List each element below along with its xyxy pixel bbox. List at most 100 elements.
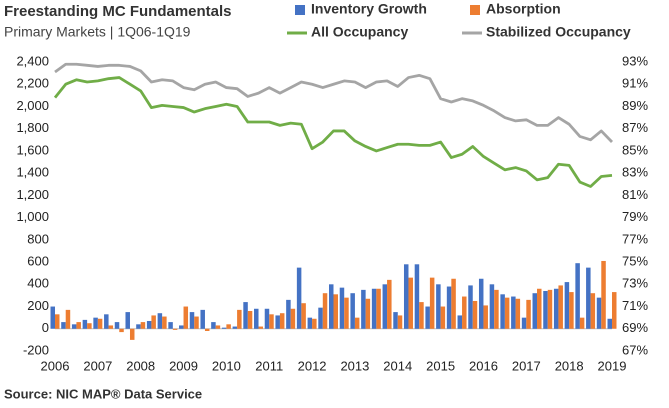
bar — [547, 289, 553, 329]
bar — [269, 314, 274, 329]
bar — [446, 286, 452, 329]
x-tick-label: 2010 — [212, 358, 241, 373]
y-tick-label: 1,400 — [16, 165, 49, 180]
bar — [532, 293, 538, 329]
y-tick-label: 1,800 — [16, 120, 49, 135]
bar — [425, 306, 430, 329]
bar — [104, 314, 109, 329]
bar — [344, 297, 349, 329]
bar — [462, 296, 467, 329]
x-tick-label: 2018 — [555, 358, 584, 373]
y-tick-label: 2,000 — [16, 98, 49, 113]
y-tick-label: 200 — [27, 298, 49, 313]
line-series — [54, 62, 614, 144]
bar — [172, 328, 178, 330]
x-tick-label: 2013 — [340, 358, 369, 373]
bar — [472, 300, 478, 329]
bar — [414, 264, 420, 329]
bar — [168, 322, 173, 329]
bar — [247, 310, 253, 329]
bar — [397, 315, 403, 329]
bar — [350, 293, 355, 329]
bar — [136, 324, 141, 329]
bar — [468, 285, 473, 329]
bar — [371, 288, 377, 329]
bar — [339, 287, 345, 329]
bar — [215, 325, 221, 329]
bar — [451, 278, 456, 329]
x-tick-label: 2015 — [426, 358, 455, 373]
bar — [232, 326, 238, 329]
bar — [93, 317, 98, 329]
y-tick-label: 2,200 — [16, 76, 49, 91]
bar — [65, 309, 71, 329]
bar — [590, 293, 596, 329]
bar — [393, 312, 398, 329]
bar — [457, 315, 463, 329]
y2-tick-label: 73% — [622, 276, 648, 291]
y2-tick-label: 71% — [622, 298, 648, 313]
bar — [296, 267, 302, 329]
bar — [569, 292, 574, 329]
bar — [440, 306, 446, 329]
bar — [140, 322, 146, 329]
y-tick-label: -200 — [23, 342, 49, 357]
legend-label: Inventory Growth — [311, 1, 427, 17]
bar — [97, 318, 103, 329]
legend-label: Stabilized Occupancy — [486, 24, 631, 40]
y2-tick-label: 79% — [622, 209, 648, 224]
legend-swatch — [295, 5, 305, 15]
x-tick-label: 2017 — [512, 358, 541, 373]
bar — [575, 263, 580, 329]
bar — [537, 288, 542, 329]
bar — [71, 324, 77, 329]
bar — [429, 277, 435, 329]
bar — [76, 322, 81, 329]
bar — [494, 289, 499, 329]
bar — [61, 322, 66, 329]
bar — [612, 292, 617, 329]
legend-label: Absorption — [486, 1, 561, 17]
bar — [489, 284, 495, 329]
y2-tick-label: 83% — [622, 165, 648, 180]
bar — [108, 325, 114, 329]
legend-swatch — [470, 5, 480, 15]
bar — [322, 293, 328, 329]
bar — [151, 315, 156, 329]
bar — [204, 328, 210, 331]
bar — [82, 319, 88, 329]
bar — [478, 278, 484, 329]
x-tick-label: 2006 — [41, 358, 70, 373]
bar — [119, 328, 124, 333]
x-tick-label: 2019 — [598, 358, 627, 373]
bar — [607, 318, 612, 329]
y2-tick-label: 75% — [622, 254, 648, 269]
line-series — [53, 76, 613, 188]
bar — [365, 298, 371, 329]
y-tick-label: 1,600 — [16, 142, 49, 157]
bar — [329, 284, 334, 329]
y-tick-label: 400 — [27, 276, 49, 291]
chart-subtitle: Primary Markets | 1Q06-1Q19 — [4, 24, 191, 40]
bar — [354, 317, 360, 329]
bar — [243, 302, 248, 329]
bar — [419, 302, 424, 329]
bar — [558, 285, 563, 329]
y2-tick-label: 85% — [622, 142, 648, 157]
bar — [226, 324, 231, 329]
y2-tick-label: 67% — [622, 342, 648, 357]
chart-title: Freestanding MC Fundamentals — [4, 3, 232, 20]
bar — [403, 264, 409, 329]
bar — [179, 325, 184, 329]
bar — [125, 312, 130, 329]
y2-tick-label: 91% — [622, 76, 648, 91]
bar — [553, 288, 559, 329]
source-note: Source: NIC MAP® Data Service — [4, 386, 202, 401]
bar — [211, 322, 216, 329]
bar — [279, 313, 285, 329]
bar — [361, 289, 366, 329]
bar — [183, 306, 189, 329]
bar — [200, 309, 205, 329]
bar — [376, 288, 381, 329]
